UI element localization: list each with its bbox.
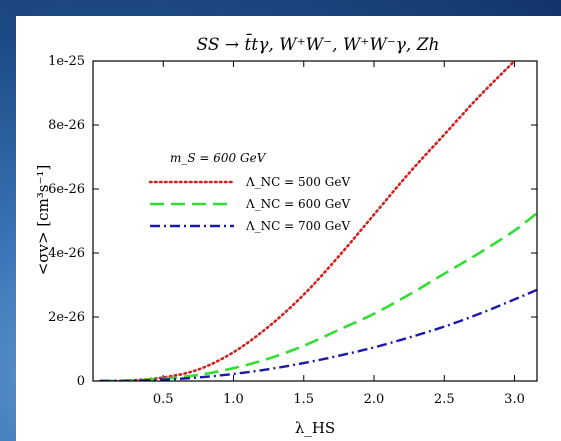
y-tick-label: 6e-26 <box>48 182 85 197</box>
y-tick-label: 2e-26 <box>48 310 85 325</box>
y-tick-label: 4e-26 <box>48 246 85 261</box>
mass-annotation: m_S = 600 GeV <box>170 151 267 165</box>
series-line-2 <box>100 211 537 381</box>
x-tick-label: 1.5 <box>293 392 314 407</box>
x-axis-label: λ_HS <box>295 419 335 437</box>
x-tick-label: 3.0 <box>504 392 525 407</box>
y-tick-label: 0 <box>77 374 85 389</box>
legend-label-1: Λ_NC = 500 GeV <box>245 175 350 189</box>
series-layer <box>98 61 537 381</box>
x-tick-label: 0.5 <box>153 392 174 407</box>
y-tick-label: 8e-26 <box>48 118 85 133</box>
legend: Λ_NC = 500 GeV Λ_NC = 600 GeV Λ_NC = 700 G… <box>148 175 350 233</box>
legend-label-2: Λ_NC = 600 GeV <box>245 197 350 211</box>
legend-label-3: Λ_NC = 700 GeV <box>245 219 350 233</box>
y-tick-label: 1e-25 <box>48 54 85 69</box>
series-line-3 <box>100 288 537 381</box>
y-axis-label: <σv> [cm³s⁻¹] <box>34 165 52 276</box>
chart-title: SS → t̄tγ, W⁺W⁻, W⁺W⁻γ, Zh <box>197 32 440 55</box>
x-tick-label: 2.5 <box>434 392 455 407</box>
axis-ticks: 0.5 1.0 1.5 2.0 2.5 3.0 0 2e-26 4e-26 6e-26 8e-26 1… <box>48 54 537 407</box>
series-line-1 <box>98 61 516 381</box>
plot-frame <box>92 60 538 382</box>
x-tick-label: 2.0 <box>364 392 385 407</box>
plot-card <box>16 16 561 441</box>
x-tick-label: 1.0 <box>223 392 244 407</box>
